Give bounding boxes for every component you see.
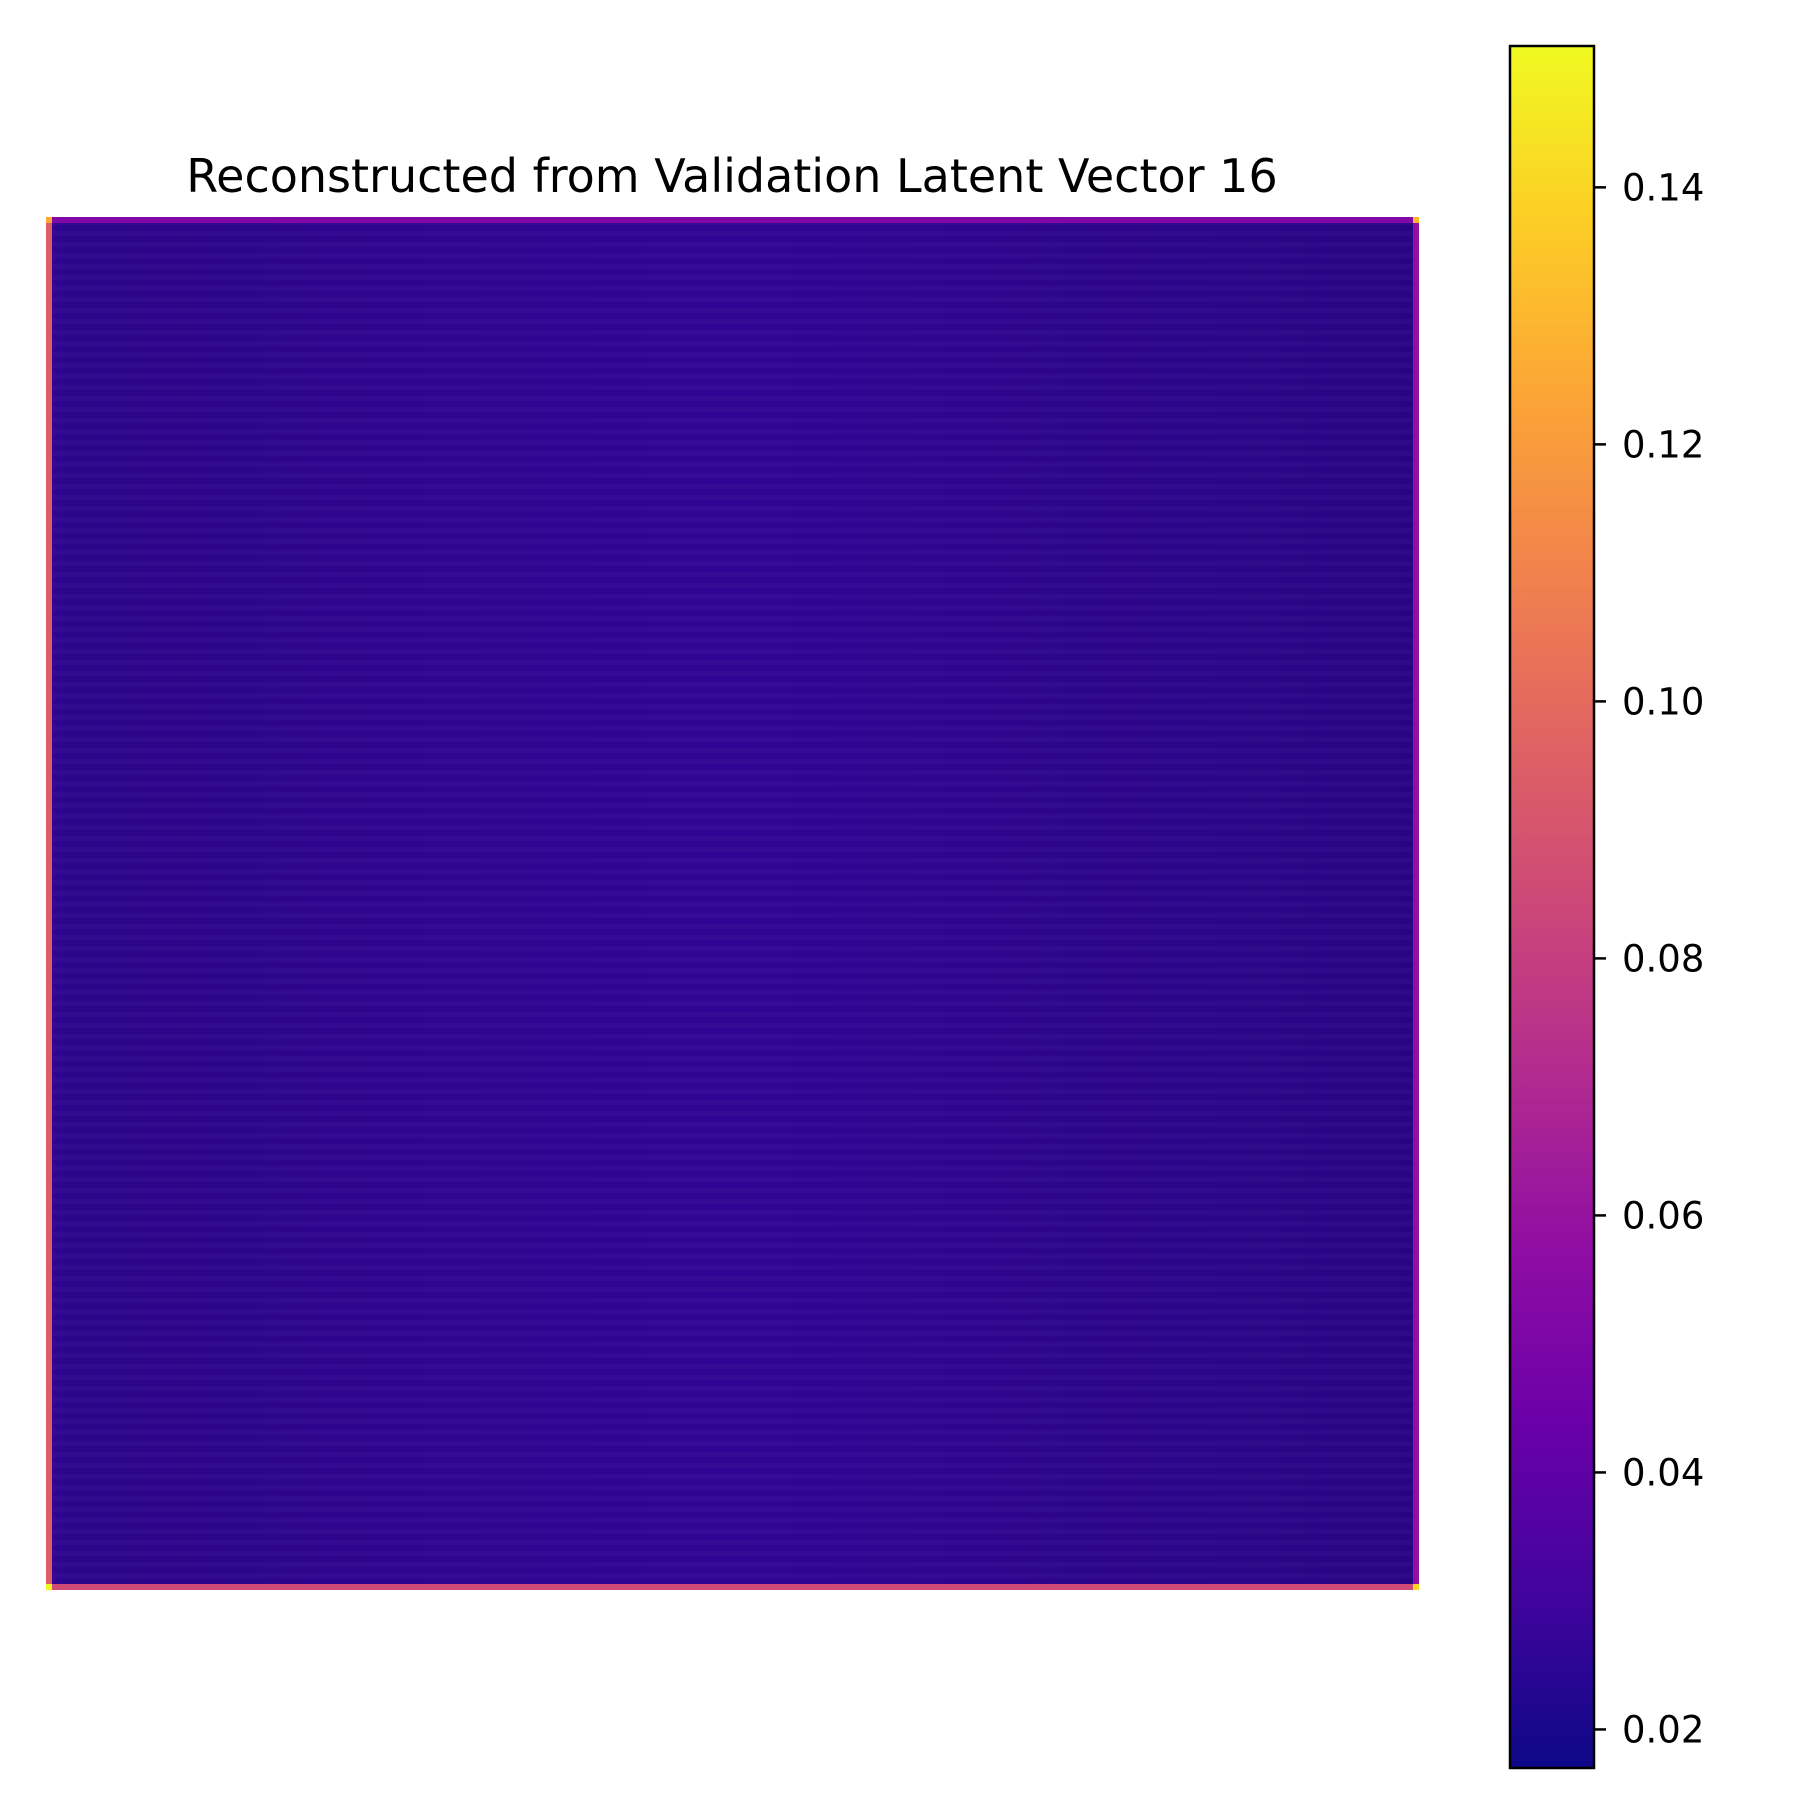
colorbar-tick-label: 0.14 xyxy=(1622,166,1704,209)
colorbar-ticks: 0.02 0.04 0.06 0.08 0.10 0.12 0.14 xyxy=(1594,166,1704,1751)
heatmap-column-texture xyxy=(46,217,1419,1590)
heatmap-top-edge xyxy=(46,217,1419,223)
heatmap-corner-bottom-right xyxy=(1413,1584,1419,1590)
heatmap-right-edge xyxy=(1413,217,1419,1590)
colorbar: 0.02 0.04 0.06 0.08 0.10 0.12 0.14 xyxy=(1508,44,1704,1770)
colorbar-frame xyxy=(1508,44,1596,1770)
heatmap-corner-top-right xyxy=(1413,217,1419,223)
heatmap-corner-bottom-left xyxy=(46,1584,52,1590)
colorbar-tick-label: 0.04 xyxy=(1622,1451,1704,1494)
heatmap-corner-top-left xyxy=(46,217,52,223)
colorbar-tick-label: 0.10 xyxy=(1622,680,1704,723)
heatmap-bottom-edge xyxy=(46,1584,1419,1590)
chart-title: Reconstructed from Validation Latent Vec… xyxy=(186,149,1277,203)
colorbar-tick-label: 0.02 xyxy=(1622,1708,1704,1751)
heatmap-image xyxy=(46,217,1419,1590)
colorbar-fill xyxy=(1510,46,1594,1768)
heatmap-left-edge xyxy=(46,217,52,1590)
colorbar-tick-label: 0.12 xyxy=(1622,423,1704,466)
colorbar-tick-label: 0.06 xyxy=(1622,1194,1704,1237)
colorbar-tick-label: 0.08 xyxy=(1622,937,1704,980)
